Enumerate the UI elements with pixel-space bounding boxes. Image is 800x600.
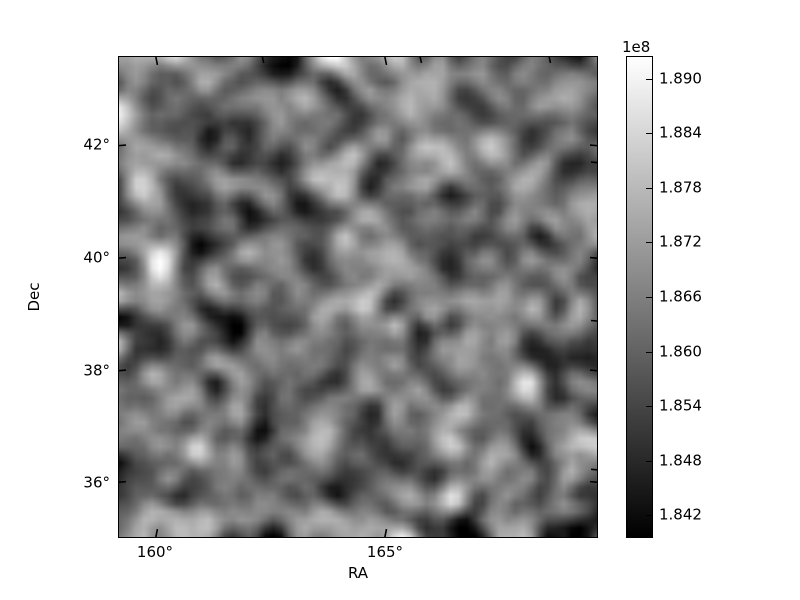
x-tick-label: 160° bbox=[136, 543, 174, 561]
colorbar-tick-label: 1.884 bbox=[659, 123, 702, 142]
heatmap-image bbox=[119, 57, 597, 537]
x-tick-label: 165° bbox=[366, 543, 404, 561]
colorbar-tick-label: 1.890 bbox=[659, 69, 702, 88]
colorbar-gradient bbox=[627, 57, 652, 537]
colorbar-offset-label: 1e8 bbox=[622, 38, 651, 56]
colorbar-tick-label: 1.866 bbox=[659, 287, 702, 306]
y-axis-label: Dec bbox=[25, 282, 43, 312]
colorbar-tick-label: 1.842 bbox=[659, 505, 702, 524]
colorbar-tick-label: 1.848 bbox=[659, 451, 702, 470]
colorbar-tick-label: 1.860 bbox=[659, 342, 702, 361]
y-tick-label: 42° bbox=[83, 135, 110, 154]
y-tick-label: 40° bbox=[83, 248, 110, 267]
colorbar-tick-label: 1.878 bbox=[659, 178, 702, 197]
colorbar[interactable] bbox=[626, 56, 653, 538]
x-axis-label: RA bbox=[347, 564, 369, 582]
colorbar-tick-label: 1.854 bbox=[659, 396, 702, 415]
y-tick-label: 36° bbox=[83, 473, 110, 492]
sky-map-axes[interactable] bbox=[118, 56, 598, 538]
y-tick-label: 38° bbox=[83, 361, 110, 380]
colorbar-tick-label: 1.872 bbox=[659, 232, 702, 251]
